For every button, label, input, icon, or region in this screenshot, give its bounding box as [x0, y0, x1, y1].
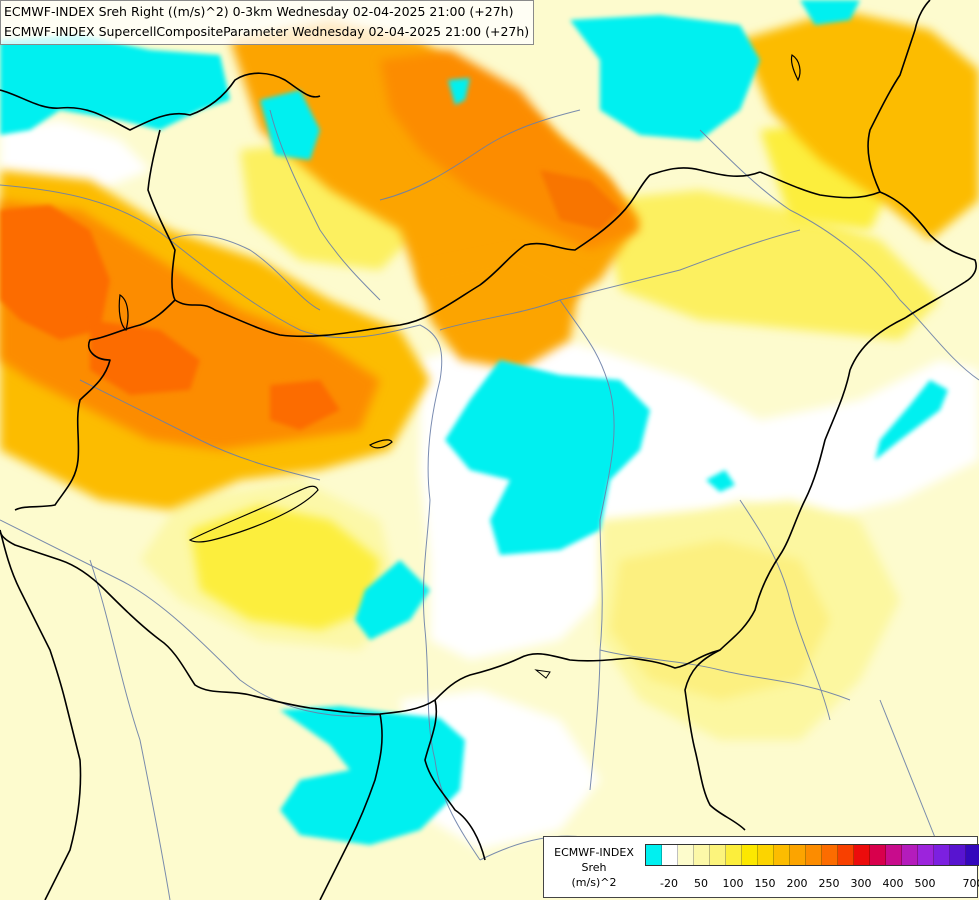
- field-cyan-center: [445, 360, 650, 555]
- legend-tick-label: -20: [660, 877, 678, 890]
- field-redorange-central: [270, 380, 340, 430]
- field-cyan-sw: [355, 560, 430, 640]
- legend-swatch: [950, 845, 966, 865]
- field-redorange-north: [540, 170, 620, 230]
- legend-swatch: [966, 845, 979, 865]
- legend-swatch: [774, 845, 790, 865]
- legend-tick-labels: -20 50 100 150 200 250 300 400 500 700: [544, 877, 979, 891]
- legend-swatch: [838, 845, 854, 865]
- legend-model: ECMWF-INDEX: [554, 846, 634, 859]
- legend-swatch: [822, 845, 838, 865]
- field-cyan-south: [280, 706, 465, 845]
- legend-swatch: [870, 845, 886, 865]
- map-title: ECMWF-INDEX Sreh Right ((m/s)^2) 0-3km W…: [0, 0, 535, 45]
- title-line-2: ECMWF-INDEX SupercellCompositeParameter …: [4, 24, 530, 39]
- legend-tick-label: 250: [818, 877, 840, 890]
- field-orange-north: [230, 20, 640, 330]
- legend-tick-label: 500: [914, 877, 936, 890]
- field-yellow-central: [190, 505, 380, 630]
- title-line-1: ECMWF-INDEX Sreh Right ((m/s)^2) 0-3km W…: [4, 4, 514, 19]
- color-legend: ECMWF-INDEX Sreh (m/s)^2 -20 50 100 150 200 2…: [543, 836, 979, 898]
- legend-swatch: [646, 845, 662, 865]
- legend-names: ECMWF-INDEX Sreh (m/s)^2: [548, 845, 640, 890]
- field-cyan-east2: [706, 470, 735, 492]
- field-cyan-mid: [448, 78, 470, 105]
- field-yellow-east: [610, 540, 830, 700]
- field-redorange-west: [0, 205, 110, 340]
- field-cyan-east: [875, 380, 948, 460]
- legend-tick-label: 100: [722, 877, 744, 890]
- legend-tick-label: 700: [962, 877, 979, 890]
- legend-swatch: [934, 845, 950, 865]
- legend-swatch: [918, 845, 934, 865]
- legend-tick-label: 50: [694, 877, 708, 890]
- legend-tick-label: 150: [754, 877, 776, 890]
- field-yellow-ne: [600, 190, 940, 340]
- legend-swatch: [678, 845, 694, 865]
- legend-swatch: [790, 845, 806, 865]
- legend-swatch: [710, 845, 726, 865]
- field-cyan-ne2: [800, 0, 860, 25]
- legend-swatch: [854, 845, 870, 865]
- field-cyan-ne: [570, 15, 760, 140]
- legend-swatch: [758, 845, 774, 865]
- field-white-nw: [0, 120, 150, 190]
- legend-tick-label: 400: [882, 877, 904, 890]
- legend-swatch: [742, 845, 758, 865]
- field-orange-mid: [420, 250, 580, 370]
- legend-swatch: [662, 845, 678, 865]
- legend-tick-label: 200: [786, 877, 808, 890]
- field-cyan-nw: [0, 35, 230, 135]
- legend-unit: (m/s)^2: [571, 876, 617, 889]
- legend-swatch: [694, 845, 710, 865]
- lake-marks: [534, 669, 551, 679]
- field-redorange-west2: [90, 320, 200, 395]
- legend-swatch: [726, 845, 742, 865]
- legend-swatch: [902, 845, 918, 865]
- legend-swatch: [806, 845, 822, 865]
- legend-tick-label: 300: [850, 877, 872, 890]
- field-cyan-north: [260, 90, 320, 160]
- legend-swatch: [886, 845, 902, 865]
- legend-color-bar: [645, 844, 979, 866]
- lakes: [118, 54, 801, 543]
- legend-variable: Sreh: [581, 861, 607, 874]
- rivers: [0, 109, 979, 900]
